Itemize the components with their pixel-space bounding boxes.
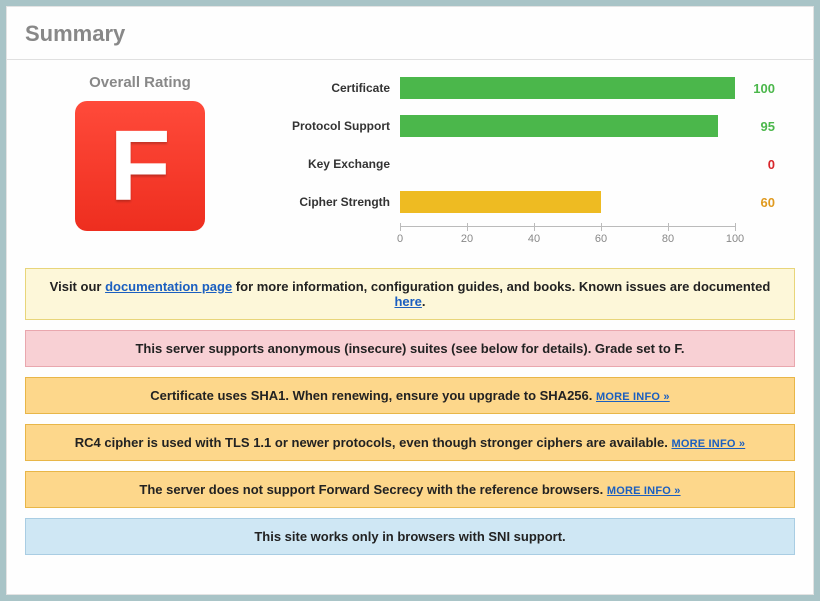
rating-label: Overall Rating xyxy=(25,74,255,91)
grade-badge: F xyxy=(75,101,205,231)
bar-value: 60 xyxy=(735,195,775,210)
axis-tick-label: 40 xyxy=(528,233,540,245)
bar-value: 95 xyxy=(735,119,775,134)
bar-label: Certificate xyxy=(265,81,400,95)
axis-tick-label: 0 xyxy=(397,233,403,245)
notice-text: This server supports anonymous (insecure… xyxy=(135,341,684,356)
axis-tick xyxy=(668,223,669,231)
notice-text: This site works only in browsers with SN… xyxy=(254,529,565,544)
notices-list: Visit our documentation page for more in… xyxy=(17,268,803,555)
more-info-link[interactable]: MORE INFO » xyxy=(672,438,746,450)
rating-column: Overall Rating F xyxy=(25,74,255,250)
notice-info-yellow: Visit our documentation page for more in… xyxy=(25,268,795,320)
bar-chart: Certificate 100 Protocol Support 95 Key Exch… xyxy=(265,74,775,216)
bar-track xyxy=(400,115,735,137)
axis-tick-label: 60 xyxy=(595,233,607,245)
grade-letter: F xyxy=(109,116,170,216)
more-info-link[interactable]: MORE INFO » xyxy=(596,391,670,403)
bar-fill xyxy=(400,77,735,99)
bar-value: 100 xyxy=(735,81,775,96)
bar-track xyxy=(400,153,735,175)
axis-tick-label: 80 xyxy=(662,233,674,245)
chart-column: Certificate 100 Protocol Support 95 Key Exch… xyxy=(255,74,795,250)
axis-track: 020406080100 xyxy=(400,226,735,248)
notice-text: Certificate uses SHA1. When renewing, en… xyxy=(150,388,596,403)
bar-label: Key Exchange xyxy=(265,157,400,171)
summary-panel: Summary Overall Rating F Certificate 100 P… xyxy=(6,6,814,595)
bar-fill xyxy=(400,115,718,137)
notice-error-pink: This server supports anonymous (insecure… xyxy=(25,330,795,367)
bar-row: Protocol Support 95 xyxy=(265,112,775,140)
axis-tick xyxy=(534,223,535,231)
outer-frame: Summary Overall Rating F Certificate 100 P… xyxy=(0,0,820,601)
axis-tick-label: 20 xyxy=(461,233,473,245)
panel-header: Summary xyxy=(7,7,813,60)
notice-text: RC4 cipher is used with TLS 1.1 or newer… xyxy=(75,435,672,450)
bar-track xyxy=(400,191,735,213)
axis-tick xyxy=(467,223,468,231)
notice-text: for more information, configuration guid… xyxy=(232,279,770,294)
notice-text: . xyxy=(422,294,426,309)
axis-tick xyxy=(735,223,736,231)
notice-link[interactable]: here xyxy=(394,294,421,309)
notice-warn-orange: Certificate uses SHA1. When renewing, en… xyxy=(25,377,795,414)
chart-axis: 0 20 40 60 80 100 xyxy=(265,226,775,250)
panel-title: Summary xyxy=(25,21,795,47)
notice-info-blue: This site works only in browsers with SN… xyxy=(25,518,795,555)
bar-fill xyxy=(400,191,601,213)
axis-tick xyxy=(601,223,602,231)
bar-row: Certificate 100 xyxy=(265,74,775,102)
notice-text: The server does not support Forward Secr… xyxy=(139,482,606,497)
more-info-link[interactable]: MORE INFO » xyxy=(607,485,681,497)
summary-top-row: Overall Rating F Certificate 100 Protocol … xyxy=(17,74,803,250)
notice-warn-orange: The server does not support Forward Secr… xyxy=(25,471,795,508)
bar-track xyxy=(400,77,735,99)
notice-warn-orange: RC4 cipher is used with TLS 1.1 or newer… xyxy=(25,424,795,461)
notice-text: Visit our xyxy=(50,279,105,294)
bar-label: Protocol Support xyxy=(265,119,400,133)
panel-content: Overall Rating F Certificate 100 Protocol … xyxy=(7,60,813,575)
axis-tick xyxy=(400,223,401,231)
bar-row: Cipher Strength 60 xyxy=(265,188,775,216)
bar-row: Key Exchange 0 xyxy=(265,150,775,178)
axis-tick-label: 100 xyxy=(726,233,744,245)
notice-link[interactable]: documentation page xyxy=(105,279,232,294)
bar-value: 0 xyxy=(735,157,775,172)
bar-label: Cipher Strength xyxy=(265,195,400,209)
